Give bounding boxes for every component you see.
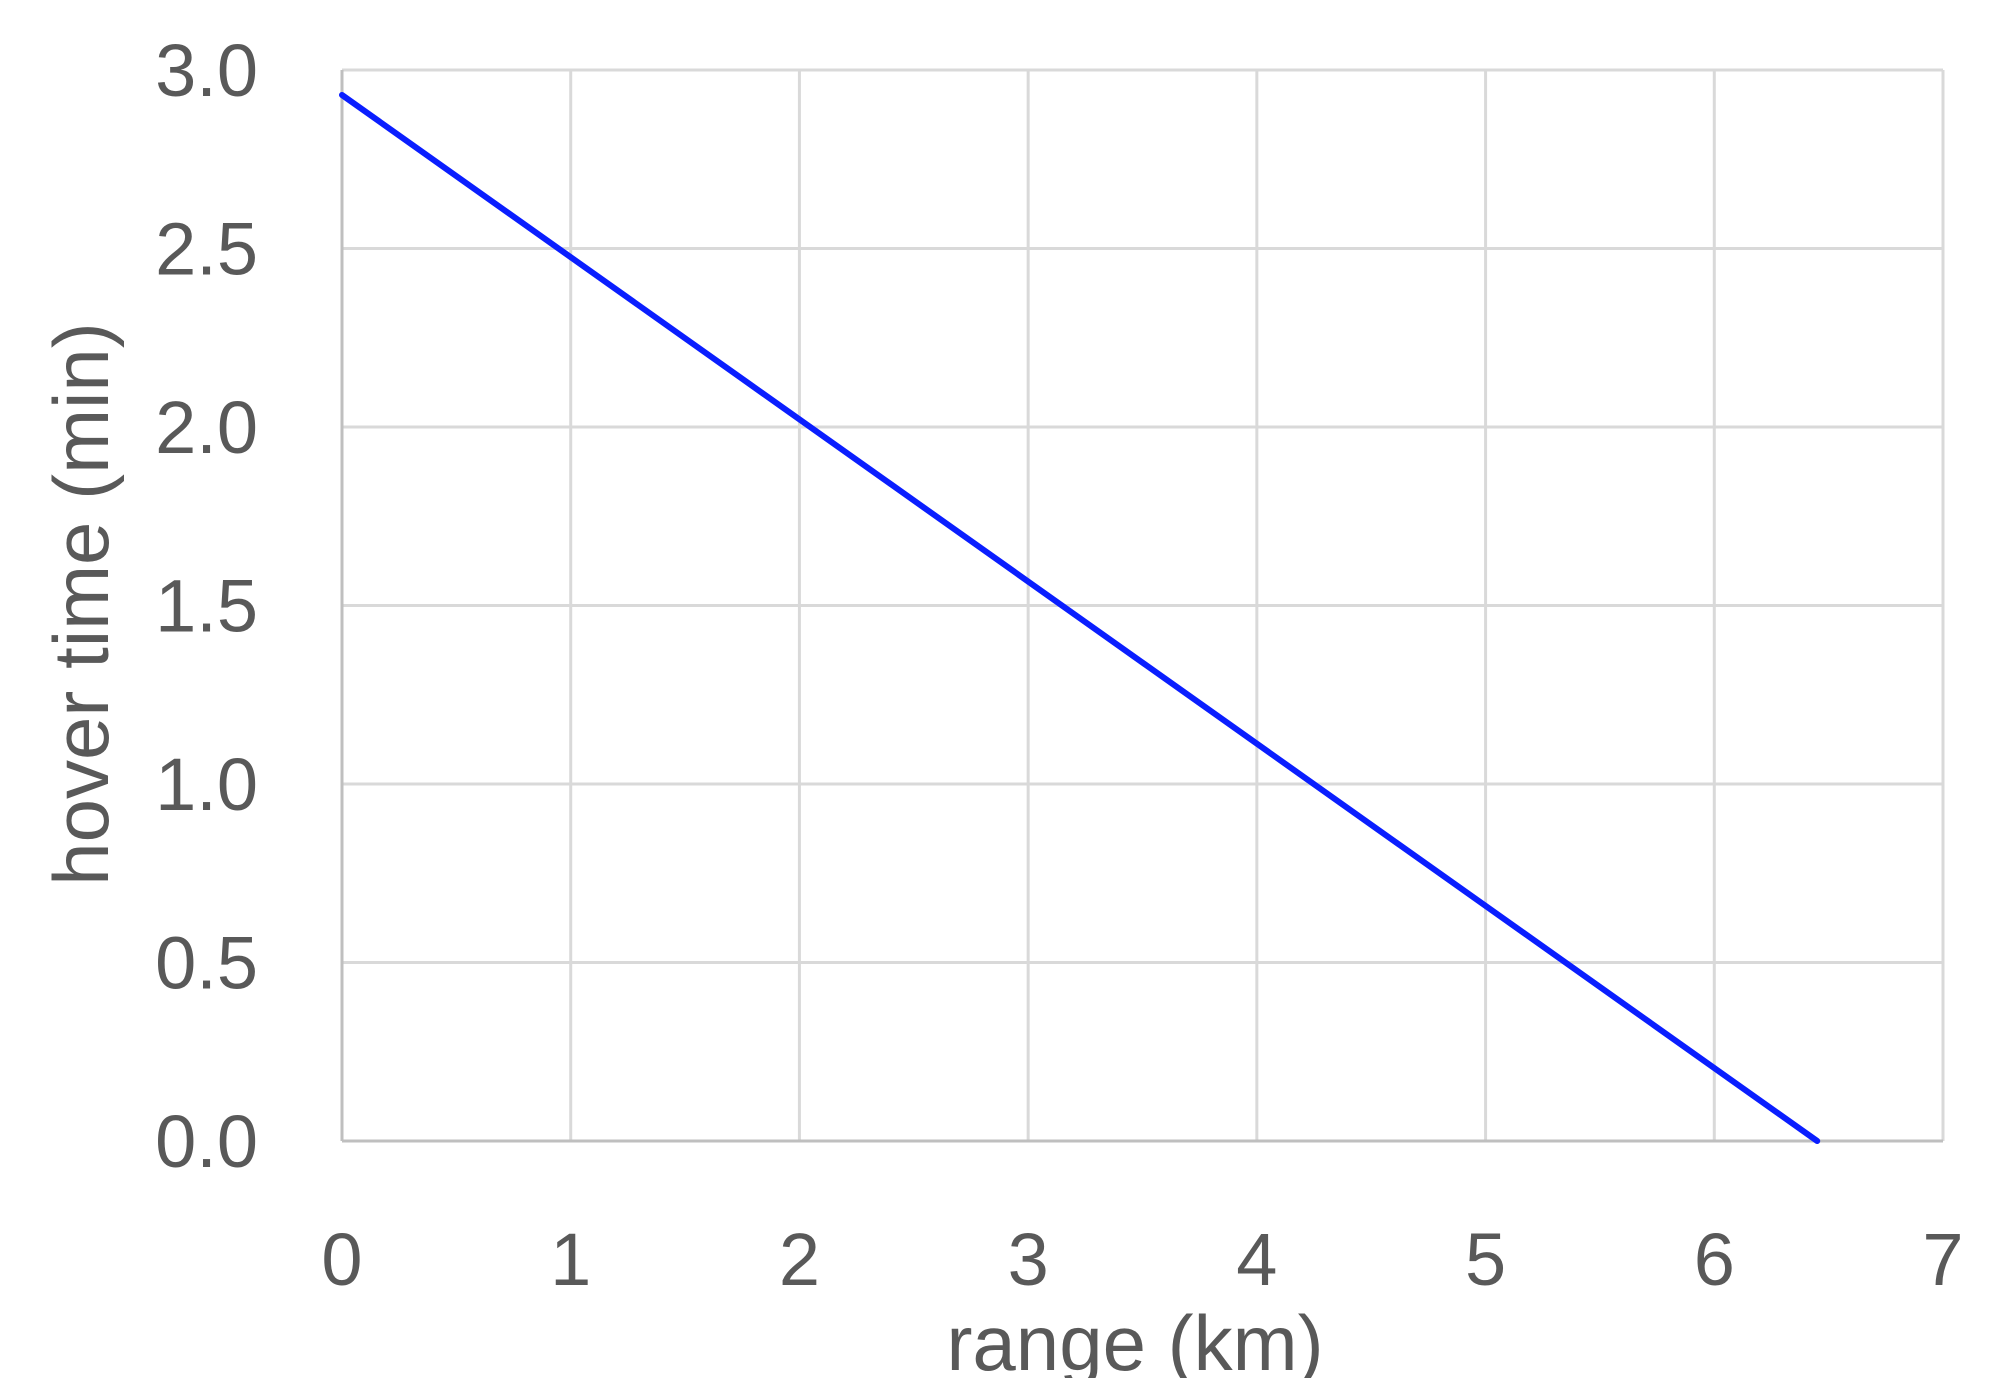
y-tick-label: 2.0 — [155, 386, 258, 469]
x-tick-label: 5 — [1465, 1218, 1506, 1301]
x-axis-title: range (km) — [946, 1299, 1323, 1378]
x-tick-label: 1 — [550, 1218, 591, 1301]
series-line — [339, 92, 1821, 1144]
y-tick-label: 0.5 — [155, 922, 258, 1005]
x-tick-label: 4 — [1236, 1218, 1277, 1301]
x-tick-label: 3 — [1008, 1218, 1049, 1301]
y-tick-label: 1.5 — [155, 565, 258, 648]
tick-labels: 0 1 2 3 4 5 6 7 0.0 0.5 1.0 1.5 2.0 2.5 3.0 — [155, 29, 1963, 1301]
y-tick-label: 0.0 — [155, 1100, 258, 1183]
y-axis-title: hover time (min) — [37, 322, 125, 885]
x-tick-label: 6 — [1694, 1218, 1735, 1301]
gridlines — [342, 68, 1945, 1141]
y-tick-label: 3.0 — [155, 29, 258, 112]
series-layer — [339, 92, 1821, 1144]
x-tick-label: 0 — [321, 1218, 362, 1301]
y-tick-label: 1.0 — [155, 743, 258, 826]
x-tick-label: 2 — [779, 1218, 820, 1301]
y-tick-label: 2.5 — [155, 208, 258, 291]
axes — [340, 70, 1943, 1143]
x-tick-label: 7 — [1922, 1218, 1963, 1301]
